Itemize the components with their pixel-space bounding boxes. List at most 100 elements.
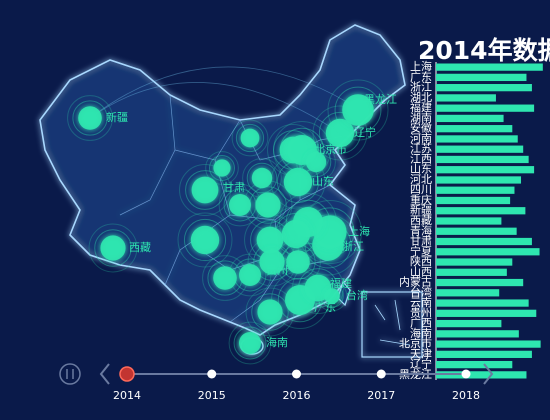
- bubble: [229, 194, 251, 216]
- y-tick-label: 广西: [410, 317, 432, 330]
- bar: [436, 84, 532, 92]
- bar: [436, 248, 540, 256]
- bubble: [256, 226, 284, 254]
- timeline-label[interactable]: 2017: [367, 389, 395, 402]
- ripple: [279, 193, 337, 251]
- bar: [436, 125, 513, 133]
- ripple: [209, 155, 235, 181]
- bar: [436, 278, 524, 287]
- ripple: [177, 212, 233, 268]
- timeline-label[interactable]: 2018: [452, 389, 480, 402]
- y-tick-label: 江苏: [410, 142, 432, 155]
- ripple: [94, 229, 132, 267]
- province-label: 台湾: [346, 288, 368, 302]
- ripple: [242, 158, 282, 198]
- ripple: [223, 188, 257, 222]
- bubble: [213, 159, 231, 177]
- ripple: [273, 121, 331, 179]
- bar: [436, 237, 532, 246]
- bubble: [281, 219, 311, 249]
- timeline-label[interactable]: 2014: [113, 389, 141, 402]
- bubble: [283, 167, 313, 197]
- bubble: [342, 94, 374, 126]
- bar: [436, 371, 527, 379]
- flow-line: [89, 66, 361, 134]
- ripple: [228, 321, 272, 365]
- y-tick-label: 河北: [410, 173, 432, 186]
- bubble: [191, 176, 219, 204]
- bubble: [305, 151, 327, 173]
- y-tick-label: 陕西: [410, 254, 432, 268]
- bar: [436, 196, 511, 205]
- y-tick-label: 北京市: [399, 336, 432, 350]
- bubble: [255, 192, 281, 218]
- ripple: [296, 142, 336, 182]
- bubble: [78, 106, 102, 130]
- bubble: [251, 167, 273, 189]
- bar: [436, 309, 537, 317]
- ripple: [246, 162, 278, 194]
- province-label: 新疆: [106, 110, 128, 124]
- y-tick-label: 上海: [410, 59, 432, 73]
- next-button[interactable]: [483, 363, 494, 385]
- ripple: [300, 146, 332, 178]
- ripple: [231, 119, 269, 157]
- bar: [436, 104, 535, 112]
- ripple: [183, 218, 227, 262]
- bar: [436, 319, 502, 328]
- y-tick-label: 浙江: [410, 81, 432, 94]
- bubble: [190, 225, 220, 255]
- ripple: [233, 326, 267, 360]
- bubble: [286, 250, 310, 274]
- y-tick-label: 安徽: [410, 121, 432, 135]
- ripple: [251, 293, 289, 331]
- timeline-point[interactable]: [376, 369, 386, 379]
- province-label: 浙江: [342, 240, 364, 253]
- taiwan-outline: [337, 280, 351, 307]
- y-tick-label: 山西: [410, 265, 432, 278]
- ripple: [235, 123, 265, 153]
- china-outline: [39, 24, 406, 336]
- play-button[interactable]: [59, 363, 81, 385]
- timeline-point[interactable]: [461, 369, 471, 379]
- bubble: [259, 249, 285, 275]
- bar: [436, 94, 496, 102]
- y-tick-label: 江西: [410, 152, 432, 165]
- province-label: 山东: [312, 175, 334, 188]
- province-label: 广东: [314, 301, 336, 314]
- y-tick-label: 广东: [410, 70, 432, 83]
- map: [39, 24, 423, 358]
- ripple: [334, 86, 382, 134]
- timeline-point[interactable]: [292, 369, 301, 379]
- timeline-point[interactable]: [207, 369, 217, 379]
- bar: [436, 155, 529, 164]
- bar: [436, 176, 522, 184]
- ripple: [205, 151, 239, 185]
- ripple: [312, 105, 368, 161]
- prev-button[interactable]: [99, 363, 110, 385]
- y-tick-label: 海南: [410, 326, 432, 340]
- ripple: [185, 170, 225, 210]
- chart-title: 2014年数据: [418, 36, 550, 65]
- y-tick-label: 云南: [410, 296, 432, 309]
- ripple: [285, 199, 331, 245]
- bar: [436, 207, 526, 215]
- ripple: [67, 95, 113, 141]
- y-tick-label: 内蒙古: [399, 275, 432, 289]
- bar: [436, 63, 543, 71]
- y-tick-label: 青海: [410, 223, 432, 237]
- y-tick-label: 天津: [410, 347, 432, 360]
- ripple: [318, 111, 362, 155]
- bubble: [257, 299, 283, 325]
- ripple: [292, 262, 344, 314]
- timeline-current[interactable]: [119, 366, 135, 382]
- ripple: [327, 79, 389, 141]
- bar: [436, 258, 513, 266]
- bar: [436, 299, 529, 307]
- ripple: [267, 124, 319, 176]
- timeline-label[interactable]: 2015: [198, 389, 226, 402]
- y-tick-label: 新疆: [410, 203, 432, 217]
- bar: [436, 186, 515, 194]
- timeline-label[interactable]: 2016: [283, 389, 311, 402]
- bubble: [239, 264, 261, 286]
